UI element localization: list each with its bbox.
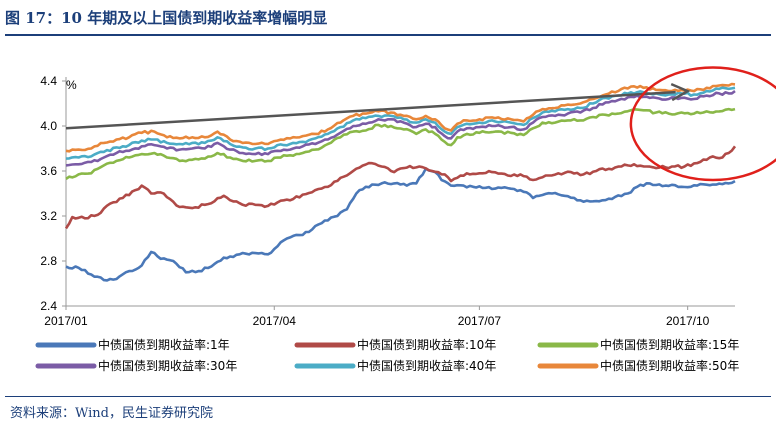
highlight-ellipse (629, 66, 776, 182)
series-line-5 (65, 82, 736, 153)
legend-label-4: 中债国债到期收益率:40年 (357, 358, 496, 373)
figure-title: 图 17：10 年期及以上国债到期收益率增幅明显 (5, 9, 328, 27)
y-tick-label: 3.2 (40, 209, 57, 223)
source-divider (5, 396, 771, 397)
legend-label-5: 中债国债到期收益率:50年 (600, 358, 739, 373)
y-tick-label: 4.4 (40, 74, 57, 88)
source-note: 资料来源：Wind，民生证券研究院 (10, 406, 213, 421)
legend-label-0: 中债国债到期收益率:1年 (98, 337, 230, 352)
y-tick-label: 4.0 (40, 119, 57, 133)
yield-line-chart: 4.44.03.63.22.82.4 % 2017/01 2017/04 2017/… (35, 66, 776, 373)
y-tick-label: 2.8 (40, 254, 57, 268)
legend: 中债国债到期收益率:1年 中债国债到期收益率:10年 中债国债到期收益率:15年中债… (35, 337, 739, 373)
trend-arrow-line (65, 90, 676, 130)
y-unit-label: % (66, 78, 77, 92)
y-axis: 4.4 4.0 3.6 3.2 2.8 2.4 (40, 74, 66, 313)
title-divider (5, 34, 771, 36)
series-lines (64, 82, 737, 282)
legend-label-2: 中债国债到期收益率:15年 (600, 337, 739, 352)
x-axis: 2017/01 2017/04 2017/07 2017/10 (44, 306, 710, 328)
x-tick-label: 2017/10 (666, 314, 710, 328)
series-line-4 (65, 86, 736, 160)
series-line-1 (64, 145, 737, 230)
trend-arrow-head (670, 82, 691, 102)
series-line-2 (65, 107, 736, 180)
series-line-0 (65, 167, 736, 282)
legend-label-1: 中债国债到期收益率:10年 (357, 337, 496, 352)
series-line-3 (65, 90, 736, 167)
legend-label-3: 中债国债到期收益率:30年 (98, 358, 237, 373)
annotations (65, 66, 776, 182)
x-tick-label: 2017/04 (253, 314, 297, 328)
x-tick-label: 2017/07 (458, 314, 502, 328)
y-tick-label: 3.6 (40, 164, 57, 178)
y-tick-label: 2.4 (40, 299, 57, 313)
x-tick-label: 2017/01 (44, 314, 88, 328)
plot-area (65, 77, 735, 307)
